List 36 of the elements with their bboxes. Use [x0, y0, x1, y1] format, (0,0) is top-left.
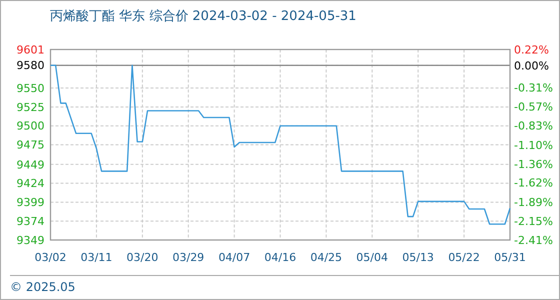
y2-tick-label: 0.00% [514, 59, 549, 72]
x-tick-label: 04/07 [218, 251, 250, 264]
y-tick-label: 9601 [16, 43, 44, 56]
y2-tick-label: -0.57% [514, 100, 553, 114]
y-tick-label: 9500 [16, 120, 44, 133]
x-tick-label: 05/22 [448, 251, 480, 264]
y-tick-label: 9399 [16, 196, 44, 210]
y-tick-label: 9550 [16, 82, 44, 95]
text: © 2025.05 [10, 280, 76, 294]
line-series [50, 64, 511, 225]
y-tick-label: 9424 [16, 177, 44, 190]
y2-tick-label: 0.22% [514, 43, 549, 56]
x-tick-label: 03/29 [172, 251, 204, 264]
x-tick-label: 03/02 [34, 251, 66, 264]
x-tick-label: 04/16 [264, 251, 296, 264]
y2-tick-label: -1.89% [514, 196, 553, 210]
y-tick-label: 9374 [16, 214, 44, 228]
y2-tick-label: -0.83% [514, 119, 553, 132]
y2-tick-label: -2.41% [514, 234, 553, 247]
y2-tick-label: -1.62% [514, 176, 553, 190]
y-tick-label: 9449 [16, 158, 44, 172]
x-tick-label: 05/31 [494, 251, 526, 264]
x-tick-label: 05/13 [402, 251, 434, 264]
y-tick-label: 9475 [16, 138, 44, 152]
y2-tick-label: -2.15% [514, 215, 553, 228]
y-tick-label: 9525 [16, 100, 44, 114]
x-tick-label: 03/11 [80, 251, 112, 264]
y2-tick-label: -1.36% [514, 158, 553, 171]
y-tick-label: 9349 [16, 234, 44, 247]
y2-tick-label: -0.31% [514, 82, 553, 95]
x-tick-label: 03/20 [126, 251, 158, 264]
x-tick-label: 05/04 [356, 251, 388, 264]
chart-title: 丙烯酸丁酯 华东 综合价 2024-03-02 - 2024-05-31 [50, 9, 356, 24]
y-tick-label: 9580 [16, 59, 44, 72]
x-tick-label: 04/25 [310, 251, 342, 264]
y2-tick-label: -1.10% [514, 138, 553, 152]
